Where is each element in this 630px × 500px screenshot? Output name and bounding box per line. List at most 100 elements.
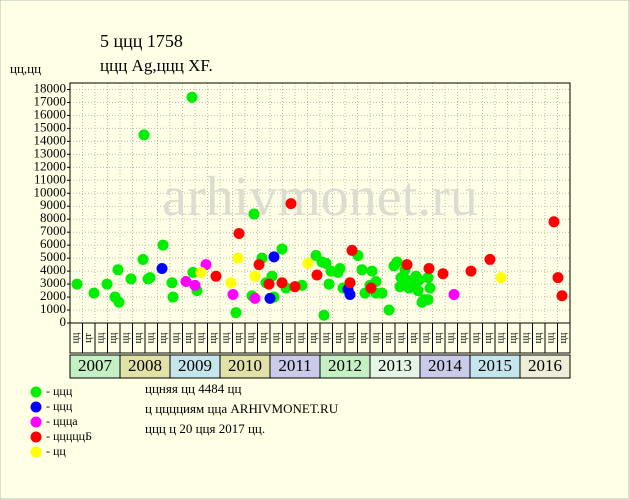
data-point <box>88 287 100 299</box>
year-label: 2013 <box>378 356 412 375</box>
y-tick-label: 11000 <box>34 171 66 186</box>
legend-marker <box>30 401 42 413</box>
data-point <box>189 279 201 291</box>
data-point <box>320 257 332 269</box>
legend-marker <box>30 446 42 458</box>
legend-label: - ццц <box>46 384 73 398</box>
year-label: 2010 <box>228 356 262 375</box>
x-tick-label: цц <box>558 332 569 343</box>
x-tick-label: цц <box>483 332 494 343</box>
y-tick-label: 2000 <box>40 288 66 303</box>
data-point <box>323 278 335 290</box>
data-point <box>484 253 496 265</box>
data-point <box>264 292 276 304</box>
data-point <box>71 278 83 290</box>
data-point <box>138 129 150 141</box>
y-axis-label: цц,цц <box>10 61 41 76</box>
data-point <box>233 227 245 239</box>
data-point <box>101 278 113 290</box>
x-tick-label: цц <box>146 332 157 343</box>
y-tick-label: 12000 <box>34 158 67 173</box>
x-tick-label: цц <box>521 332 532 343</box>
x-tick-label: цц <box>296 332 307 343</box>
note: ццняя цц 4484 цц <box>145 381 241 396</box>
data-point <box>263 278 275 290</box>
data-point <box>383 304 395 316</box>
data-point <box>249 270 261 282</box>
x-tick-label: цц <box>321 332 332 343</box>
data-point <box>394 281 406 293</box>
x-tick-label: цц <box>258 332 269 343</box>
data-point <box>412 285 424 297</box>
year-label: 2012 <box>328 356 362 375</box>
data-point <box>556 290 568 302</box>
y-tick-label: 6000 <box>40 236 66 251</box>
data-point <box>166 277 178 289</box>
data-point <box>437 268 449 280</box>
data-point <box>268 251 280 263</box>
data-point <box>401 259 413 271</box>
x-tick-label: цц <box>108 332 119 343</box>
y-tick-label: 7000 <box>40 223 66 238</box>
year-label: 2008 <box>128 356 162 375</box>
note: ц цццциям цца ARHIVMONET.RU <box>145 401 339 416</box>
data-point <box>356 264 368 276</box>
year-band <box>519 354 571 379</box>
data-point <box>423 263 435 275</box>
data-point <box>548 216 560 228</box>
data-point <box>186 91 198 103</box>
y-tick-label: 10000 <box>34 184 67 199</box>
data-point <box>422 272 434 284</box>
x-tick-label: цц <box>233 332 244 343</box>
data-point <box>200 259 212 271</box>
legend-marker <box>30 416 42 428</box>
x-tick-label: цц <box>96 332 107 343</box>
year-label: 2011 <box>278 356 311 375</box>
x-tick-label: цц <box>208 332 219 343</box>
y-tick-label: 9000 <box>40 197 66 212</box>
y-tick-label: 4000 <box>40 262 66 277</box>
data-point <box>210 270 222 282</box>
legend-label: - цц <box>46 444 66 458</box>
data-point <box>113 296 125 308</box>
x-tick-label: цц <box>533 332 544 343</box>
x-tick-label: цц <box>246 332 257 343</box>
x-tick-label: цц <box>196 332 207 343</box>
legend-label: - ццц <box>46 399 73 413</box>
x-tick-label: цц <box>396 332 407 343</box>
data-point <box>137 253 149 265</box>
legend-marker <box>30 431 42 443</box>
x-tick-label: цц <box>508 332 519 343</box>
data-point <box>125 273 137 285</box>
data-point <box>249 292 261 304</box>
y-tick-label: 3000 <box>40 275 66 290</box>
data-point <box>289 281 301 293</box>
x-tick-label: цц <box>383 332 394 343</box>
data-point <box>276 243 288 255</box>
x-tick-label: цц <box>71 332 82 343</box>
chart-title: 5 ццц 1758 <box>100 31 183 51</box>
data-point <box>552 272 564 284</box>
x-tick-label: цц <box>308 332 319 343</box>
x-tick-label: цц <box>496 332 507 343</box>
data-point <box>195 266 207 278</box>
data-point <box>144 272 156 284</box>
data-point <box>230 307 242 319</box>
x-tick-label: цц <box>421 332 432 343</box>
x-tick-label: цц <box>433 332 444 343</box>
data-point <box>422 294 434 306</box>
legend-marker <box>30 386 42 398</box>
data-point <box>225 277 237 289</box>
data-point <box>334 263 346 275</box>
data-point <box>248 208 260 220</box>
data-point <box>187 266 199 278</box>
x-tick-label: цт <box>83 333 94 343</box>
data-point <box>276 277 288 289</box>
data-point <box>346 244 358 256</box>
y-tick-label: 18000 <box>34 80 67 95</box>
data-point <box>366 265 378 277</box>
note: ццц ц 20 цця 2017 цц. <box>145 421 265 436</box>
y-tick-label: 14000 <box>34 132 67 147</box>
